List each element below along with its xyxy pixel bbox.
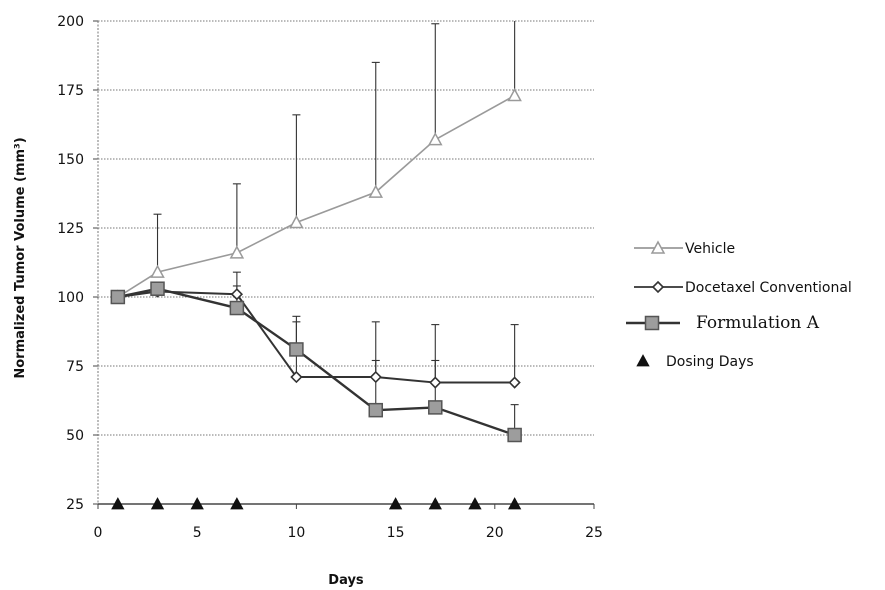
series-lines [118, 96, 515, 435]
y-tick-label: 150 [57, 152, 84, 168]
vehicle-line [118, 96, 515, 297]
y-tick-labels: 25 50 75 100 125 150 175 200 [57, 14, 84, 513]
y-tick-label: 125 [57, 221, 84, 237]
grid-lines [98, 21, 594, 435]
legend-label-vehicle: Vehicle [685, 241, 735, 257]
x-tick-label: 10 [287, 525, 305, 541]
x-tick-label: 25 [585, 525, 603, 541]
legend-label-docetaxel-conventional: Docetaxel Conventional [685, 280, 852, 296]
legend-marker-docetaxel-conventional [653, 282, 663, 292]
docetaxel-conventional-point [510, 378, 520, 388]
legend-item-docetaxel-conventional: Docetaxel Conventional [634, 280, 852, 296]
docetaxel-conventional-point [430, 378, 440, 388]
y-tick-label: 75 [66, 359, 84, 375]
legend-item-formulation-a: Formulation A [626, 313, 820, 333]
docetaxel-conventional-line [118, 291, 515, 382]
legend-label-formulation-a: Formulation A [696, 313, 820, 333]
x-tick-label: 5 [193, 525, 202, 541]
docetaxel-conventional-point [371, 372, 381, 382]
formulation-a-point [429, 401, 442, 414]
legend-marker-formulation-a [646, 317, 659, 330]
vehicle-point [429, 134, 441, 145]
vehicle-point [509, 90, 521, 101]
formulation-a-point [290, 343, 303, 356]
formulation-a-point [508, 429, 521, 442]
legend-item-vehicle: Vehicle [634, 241, 735, 257]
legend-label-dosing-days: Dosing Days [666, 354, 754, 370]
y-tick-label: 175 [57, 83, 84, 99]
vehicle-point [231, 247, 243, 258]
x-axis-title: Days [328, 573, 364, 588]
y-tick-label: 200 [57, 14, 84, 30]
formulation-a-point [151, 282, 164, 295]
x-tick-label: 20 [486, 525, 504, 541]
x-tick-labels: 0 5 10 15 20 25 [94, 525, 603, 541]
y-tick-label: 25 [66, 497, 84, 513]
y-axis-title: Normalized Tumor Volume (mm³) [13, 137, 28, 378]
formulation-a-line [118, 289, 515, 435]
x-tick-label: 15 [387, 525, 405, 541]
legend-item-dosing-days: Dosing Days [637, 354, 754, 370]
x-tick-label: 0 [94, 525, 103, 541]
vehicle-point [290, 216, 302, 227]
legend-marker-dosing-days [637, 355, 649, 366]
formulation-a-point [230, 302, 243, 315]
y-tick-label: 50 [66, 428, 84, 444]
formulation-a-point [111, 291, 124, 304]
series-markers [111, 90, 521, 509]
y-tick-label: 100 [57, 290, 84, 306]
formulation-a-point [369, 404, 382, 417]
legend: Vehicle Docetaxel Conventional Formulation… [626, 241, 852, 370]
